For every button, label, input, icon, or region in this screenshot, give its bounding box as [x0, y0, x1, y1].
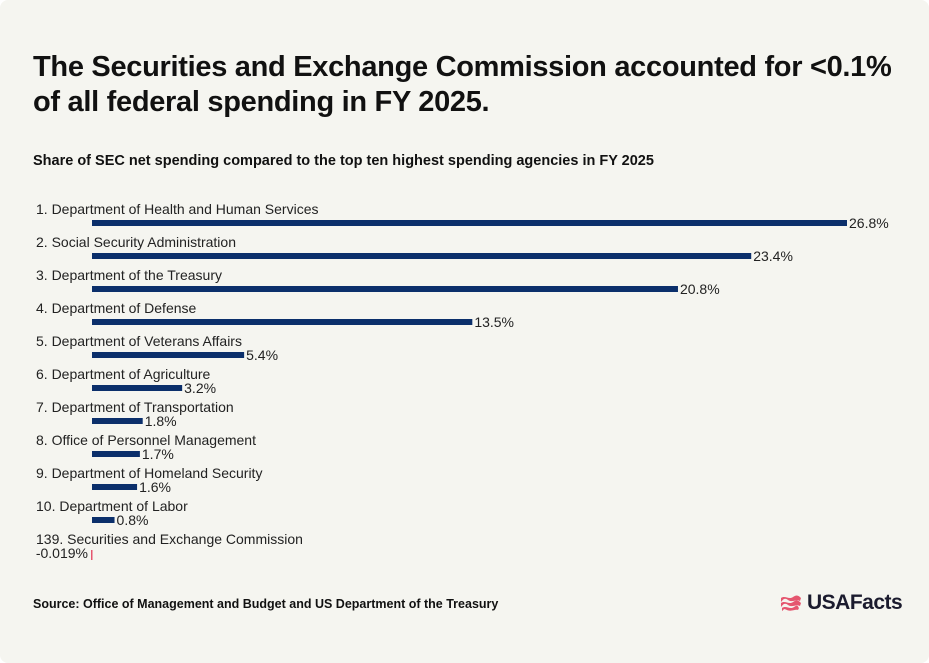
bar[interactable] — [92, 220, 847, 226]
logo-text: USAFacts — [807, 591, 903, 614]
category-label: 7. Department of Transportation — [36, 399, 234, 415]
bar[interactable] — [92, 484, 138, 490]
category-label: 1. Department of Health and Human Servic… — [36, 201, 318, 217]
category-label: 8. Office of Personnel Management — [36, 432, 256, 448]
bar-chart: 1. Department of Health and Human Servic… — [36, 201, 889, 561]
value-label: 1.8% — [145, 413, 177, 429]
category-label: 3. Department of the Treasury — [36, 267, 222, 283]
value-label: 1.7% — [142, 446, 174, 462]
category-label: 9. Department of Homeland Security — [36, 465, 262, 481]
chart-subtitle: Share of SEC net spending compared to th… — [33, 153, 654, 169]
category-label: 2. Social Security Administration — [36, 234, 236, 250]
value-label: 26.8% — [849, 215, 889, 231]
category-label: 10. Department of Labor — [36, 498, 188, 514]
chart-title: The Securities and Exchange Commission a… — [33, 51, 892, 118]
bar[interactable] — [92, 253, 752, 259]
bar[interactable] — [92, 319, 473, 325]
bar[interactable] — [91, 550, 93, 560]
bar[interactable] — [92, 385, 183, 391]
category-label: 6. Department of Agriculture — [36, 366, 211, 382]
category-label: 4. Department of Defense — [36, 300, 197, 316]
value-label: 23.4% — [753, 248, 793, 264]
value-label: 20.8% — [680, 281, 720, 297]
value-label: 13.5% — [474, 314, 514, 330]
value-label: 0.8% — [117, 512, 149, 528]
value-label: 3.2% — [184, 380, 216, 396]
source-note: Source: Office of Management and Budget … — [33, 597, 499, 611]
category-label: 139. Securities and Exchange Commission — [36, 531, 303, 547]
value-label: -0.019% — [36, 545, 88, 561]
bar[interactable] — [92, 352, 245, 358]
value-label: 5.4% — [246, 347, 278, 363]
category-label: 5. Department of Veterans Affairs — [36, 333, 242, 349]
us-map-flag-icon — [781, 595, 801, 611]
usafacts-logo[interactable]: USAFacts — [779, 591, 903, 615]
bar[interactable] — [92, 418, 143, 424]
bar[interactable] — [92, 517, 115, 523]
bar[interactable] — [92, 286, 678, 292]
bar[interactable] — [92, 451, 140, 457]
value-label: 1.6% — [139, 479, 171, 495]
